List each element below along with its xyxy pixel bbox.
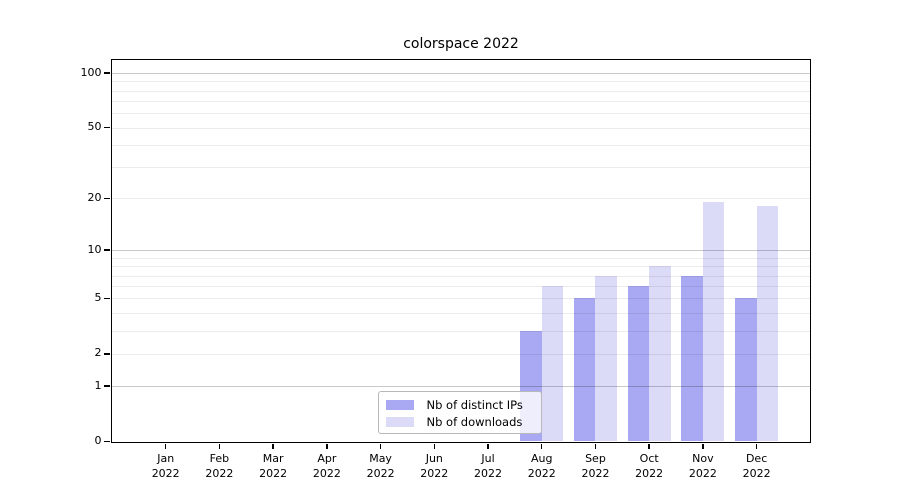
bars-layer [112,60,810,442]
gridline [111,145,810,147]
bar-downloads [595,275,617,442]
bar-distinct-ips [627,286,650,442]
x-axis-tick [702,443,704,449]
bar-downloads [756,206,779,442]
legend-entry-downloads: Nb of downloads [385,414,534,430]
gridline [111,353,810,355]
gridline [111,330,810,332]
x-axis-tick [648,443,650,449]
y-axis-tick [103,72,110,74]
bar-downloads [702,202,725,442]
bar-distinct-ips [681,275,703,442]
y-tick-label: 20 [87,190,102,204]
legend-label-downloads: Nb of downloads [426,415,523,429]
y-axis-tick [103,385,110,387]
gridline [111,113,810,115]
gridline [111,90,810,92]
gridlines-layer [111,60,810,442]
gridline [111,198,810,200]
y-axis-tick [103,440,110,443]
x-tick-label: Feb 2022 [205,451,234,480]
gridline [111,257,810,259]
gridline [111,81,810,83]
gridline [111,298,810,300]
x-tick-label: Jun 2022 [420,451,449,480]
y-axis-tick [103,197,110,200]
x-tick-label: Sep 2022 [581,451,610,480]
x-axis-tick [272,443,274,449]
plot-area: 100 50 20 10 5 2 1 0 Jan 2022 Feb 2022 Mar 2022 Apr… [81,59,811,480]
x-axis-tick [487,443,489,449]
y-tick-label: 50 [87,120,102,134]
x-axis-tick [594,443,597,449]
chart-title: colorspace 2022 [403,36,519,52]
gridline [111,250,810,252]
gridline [111,127,810,129]
axes-layer: 100 50 20 10 5 2 1 0 Jan 2022 Feb 2022 Mar 2022 Apr… [81,60,810,480]
x-axis-tick [433,443,436,449]
x-tick-label: Dec 2022 [742,451,771,480]
x-axis-tick [540,443,543,449]
x-tick-label: Apr 2022 [312,451,341,480]
x-tick-label: Jan 2022 [151,451,180,480]
legend: Nb of distinct IPs Nb of downloads [377,391,542,434]
gridline [111,73,810,75]
x-tick-label: Mar 2022 [259,451,288,480]
y-tick-label: 0 [94,434,102,447]
legend-swatch-downloads [385,417,414,427]
x-tick-label: May 2022 [366,451,395,480]
y-tick-label: 10 [87,242,102,256]
gridline [111,313,810,315]
gridline [111,167,810,169]
x-axis-tick [326,443,328,449]
x-tick-label: Nov 2022 [688,451,717,480]
y-axis-tick [103,249,110,251]
gridline [111,275,810,277]
gridline [111,386,810,388]
y-tick-label: 5 [94,290,102,304]
bar-distinct-ips [573,298,596,442]
gridline [111,286,810,288]
gridline [111,266,810,268]
x-tick-label: Oct 2022 [635,451,664,480]
x-axis-tick [164,443,167,449]
x-tick-label: Aug 2022 [527,451,556,480]
legend-label-distinct-ips: Nb of distinct IPs [426,398,523,412]
legend-swatch-distinct-ips [385,400,414,410]
x-axis-tick [379,443,382,449]
bar-downloads [541,286,564,442]
y-tick-label: 2 [94,346,102,360]
gridline [111,101,810,103]
y-tick-label: 100 [80,65,102,79]
x-axis-tick [755,443,758,449]
y-axis-tick [103,126,110,129]
y-axis-tick [103,353,110,355]
bar-distinct-ips [735,298,757,442]
legend-entry-distinct-ips: Nb of distinct IPs [385,397,534,413]
y-axis-tick [103,297,110,300]
bar-downloads [649,266,671,442]
x-tick-label: Jul 2022 [474,451,503,480]
x-axis-tick [218,443,221,449]
y-tick-label: 1 [94,378,102,392]
